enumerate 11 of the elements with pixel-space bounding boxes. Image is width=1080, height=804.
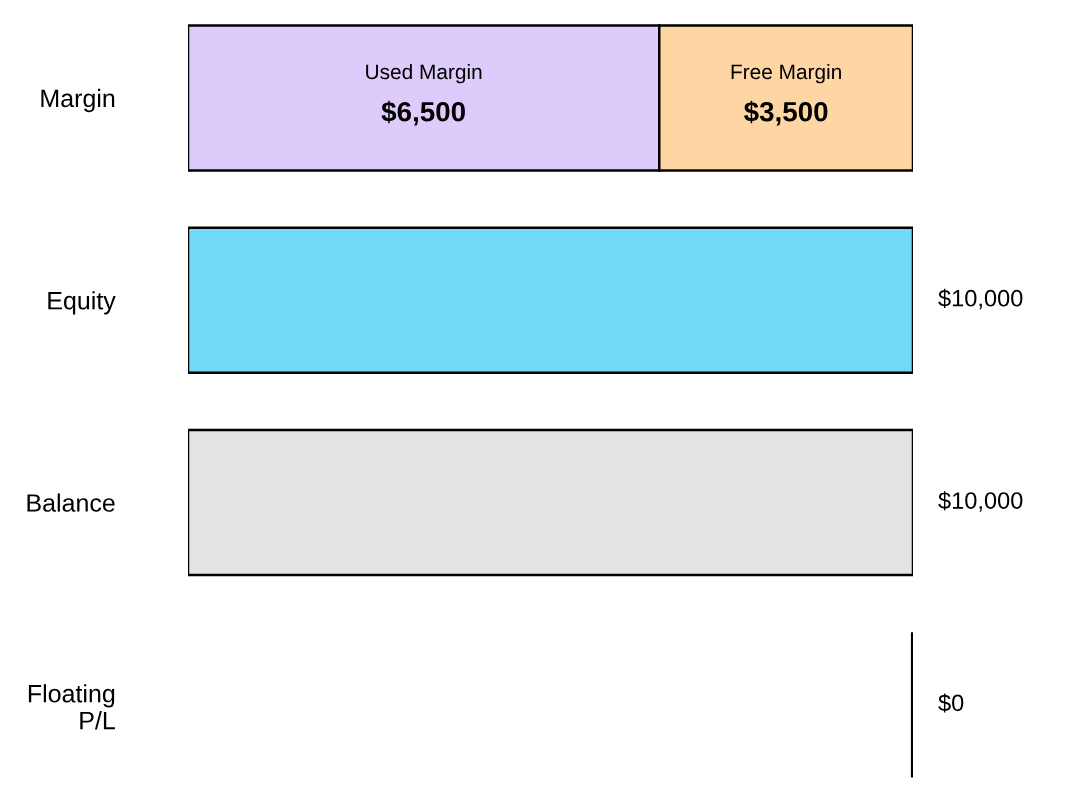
y-tick-label: Floating P/L [28,684,115,730]
y-tick-label: Equity [48,291,116,315]
series-label: Free Margin [731,63,841,84]
data-label: $3,500 [744,100,828,126]
data-label: $10,000 [938,491,1023,512]
data-label: $0 [938,693,964,713]
data-label: $10,000 [938,288,1023,310]
series-label: Used Margin [366,63,482,84]
y-tick-label: Margin [41,88,115,113]
y-tick-label: Balance [27,493,115,512]
data-label: $6,500 [381,100,465,126]
